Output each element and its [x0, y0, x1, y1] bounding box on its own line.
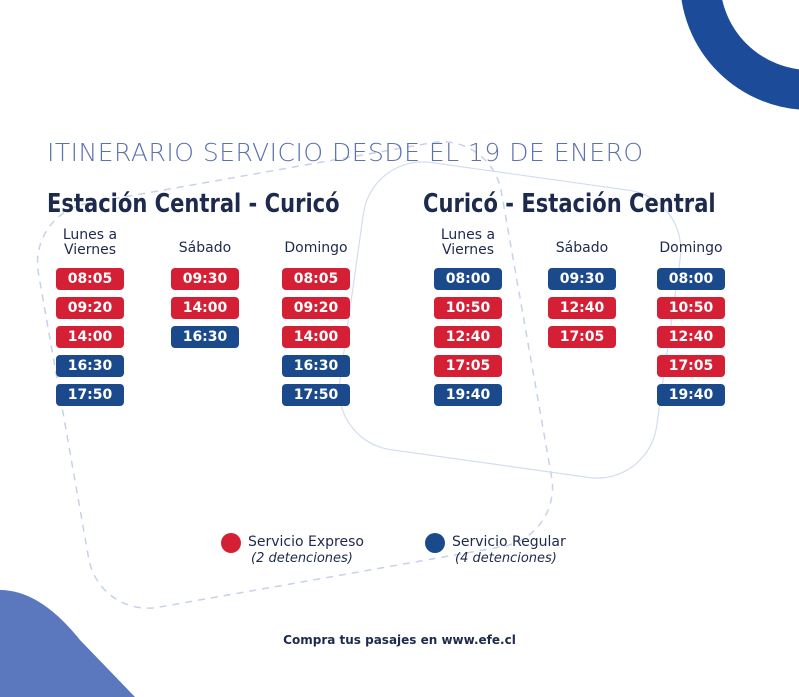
day-label: Sábado [555, 240, 609, 256]
time-pill: 09:20 [56, 297, 124, 319]
title: ITINERARIO SERVICIO DESDE EL 19 DE ENERO [47, 138, 644, 167]
time-pill: 19:40 [657, 384, 725, 406]
time-pill: 14:00 [56, 326, 124, 348]
time-pill: 08:05 [282, 268, 350, 290]
time-pill: 08:00 [434, 268, 502, 290]
legend-label: Servicio Regular [452, 534, 566, 550]
time-pill: 12:40 [434, 326, 502, 348]
time-pill: 17:05 [657, 355, 725, 377]
legend-dot [221, 533, 241, 553]
day-label: Sábado [178, 240, 232, 256]
dashed-frame [36, 141, 554, 609]
time-pill: 14:00 [171, 297, 239, 319]
time-pill: 09:30 [171, 268, 239, 290]
time-pill: 16:30 [171, 326, 239, 348]
legend-note: (4 detenciones) [455, 551, 557, 566]
legend-note: (2 detenciones) [251, 551, 353, 566]
time-pill: 10:50 [657, 297, 725, 319]
time-pill: 10:50 [434, 297, 502, 319]
time-pill: 17:05 [434, 355, 502, 377]
day-label: Lunes a Viernes [440, 227, 496, 258]
time-pill: 17:50 [56, 384, 124, 406]
legend-label: Servicio Expreso [248, 534, 364, 550]
time-pill: 09:20 [282, 297, 350, 319]
time-pill: 09:30 [548, 268, 616, 290]
footer: Compra tus pasajes en www.efe.cl [283, 633, 516, 647]
legend-dot [425, 533, 445, 553]
time-pill: 16:30 [56, 355, 124, 377]
time-pill: 17:05 [548, 326, 616, 348]
corner-shape [0, 590, 135, 697]
time-pill: 16:30 [282, 355, 350, 377]
time-pill: 08:00 [657, 268, 725, 290]
time-pill: 12:40 [657, 326, 725, 348]
day-label: Domingo [659, 240, 723, 256]
time-pill: 12:40 [548, 297, 616, 319]
time-pill: 19:40 [434, 384, 502, 406]
time-pill: 08:05 [56, 268, 124, 290]
corner-arc [681, 0, 799, 110]
route-name: Curicó - Estación Central [423, 189, 716, 219]
day-label: Domingo [284, 240, 348, 256]
route-name: Estación Central - Curicó [47, 189, 340, 219]
time-pill: 14:00 [282, 326, 350, 348]
day-label: Lunes a Viernes [62, 227, 118, 258]
time-pill: 17:50 [282, 384, 350, 406]
